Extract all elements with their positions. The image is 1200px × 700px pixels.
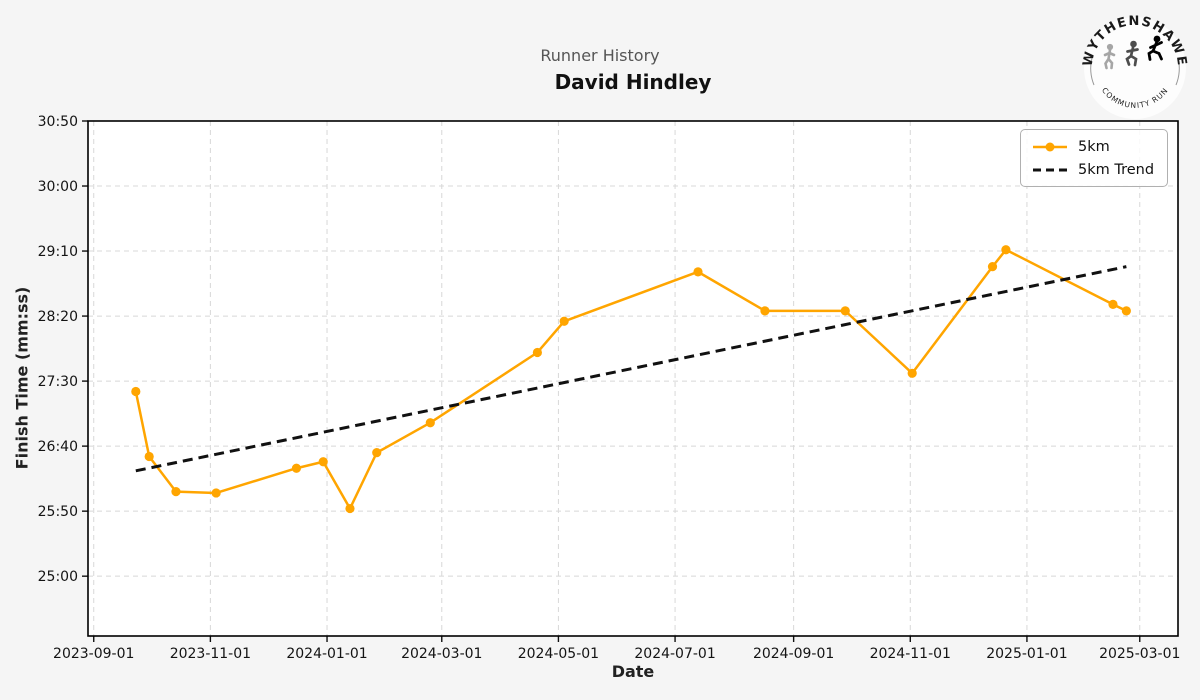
club-logo: WYTHENSHAWE COMMUNITY RUN bbox=[1075, 8, 1195, 128]
y-tick-label: 26:40 bbox=[38, 439, 78, 455]
y-tick-label: 30:50 bbox=[38, 114, 78, 130]
legend-label-5km: 5km bbox=[1078, 138, 1110, 155]
legend: 5km 5km Trend bbox=[1020, 129, 1168, 187]
y-axis-label: Finish Time (mm:ss) bbox=[12, 286, 32, 470]
y-tick-label: 30:00 bbox=[38, 179, 78, 195]
x-tick-label: 2024-05-01 bbox=[518, 646, 599, 662]
plot-background bbox=[88, 121, 1178, 636]
x-tick-label: 2024-11-01 bbox=[870, 646, 951, 662]
y-tick-label: 25:50 bbox=[38, 504, 78, 520]
x-tick-label: 2024-09-01 bbox=[753, 646, 834, 662]
series-trend-line bbox=[135, 265, 1127, 473]
x-tick-label: 2024-01-01 bbox=[286, 646, 367, 662]
data-point-marker bbox=[211, 488, 221, 498]
data-point-marker bbox=[425, 418, 435, 428]
data-point-marker bbox=[840, 306, 850, 316]
club-logo-badge-icon: WYTHENSHAWE COMMUNITY RUN bbox=[1081, 14, 1188, 119]
data-point-marker bbox=[131, 386, 141, 397]
legend-sample-trend-dashed-icon bbox=[1033, 168, 1067, 171]
data-point-marker bbox=[760, 306, 770, 316]
runner-silhouette-dark-icon bbox=[1147, 35, 1163, 61]
y-tick-label: 27:30 bbox=[38, 374, 78, 390]
x-tick-label: 2023-11-01 bbox=[170, 646, 251, 662]
data-point-marker bbox=[532, 347, 542, 358]
legend-sample-5km-line-icon bbox=[1033, 142, 1067, 151]
legend-item-5km-trend: 5km Trend bbox=[1031, 158, 1157, 181]
runner-silhouette-mid-icon bbox=[1125, 40, 1139, 67]
y-tick-label: 25:00 bbox=[38, 569, 78, 585]
chart-subtitle: Runner History bbox=[540, 46, 660, 65]
data-point-marker bbox=[1001, 245, 1011, 255]
logo-right-arc bbox=[1175, 57, 1180, 86]
data-point-marker bbox=[144, 451, 154, 462]
data-point-marker bbox=[693, 267, 703, 277]
runner-silhouette-light-icon bbox=[1103, 43, 1116, 70]
data-point-marker bbox=[372, 448, 382, 458]
x-tick-label: 2023-09-01 bbox=[53, 646, 134, 662]
x-tick-label: 2025-03-01 bbox=[1099, 646, 1180, 662]
y-tick-label: 29:10 bbox=[38, 244, 78, 260]
x-tick-label: 2024-03-01 bbox=[401, 646, 482, 662]
legend-label-5km-trend: 5km Trend bbox=[1078, 161, 1155, 178]
logo-left-arc bbox=[1090, 57, 1095, 86]
data-point-marker bbox=[291, 463, 302, 473]
x-axis-label: Date bbox=[611, 662, 655, 681]
legend-item-5km: 5km bbox=[1031, 135, 1157, 158]
chart-title: David Hindley bbox=[554, 70, 712, 94]
data-point-marker bbox=[345, 503, 355, 514]
data-point-marker bbox=[559, 316, 569, 326]
data-point-marker bbox=[318, 457, 328, 467]
data-point-marker bbox=[1108, 299, 1118, 309]
axes-spines bbox=[87, 120, 1179, 637]
data-point-marker bbox=[1121, 306, 1131, 316]
x-tick-label: 2024-07-01 bbox=[634, 646, 715, 662]
data-point-marker bbox=[171, 487, 181, 497]
data-point-marker bbox=[987, 262, 998, 272]
y-tick-label: 28:20 bbox=[38, 309, 78, 325]
x-tick-label: 2025-01-01 bbox=[986, 646, 1067, 662]
data-point-marker bbox=[907, 368, 917, 378]
